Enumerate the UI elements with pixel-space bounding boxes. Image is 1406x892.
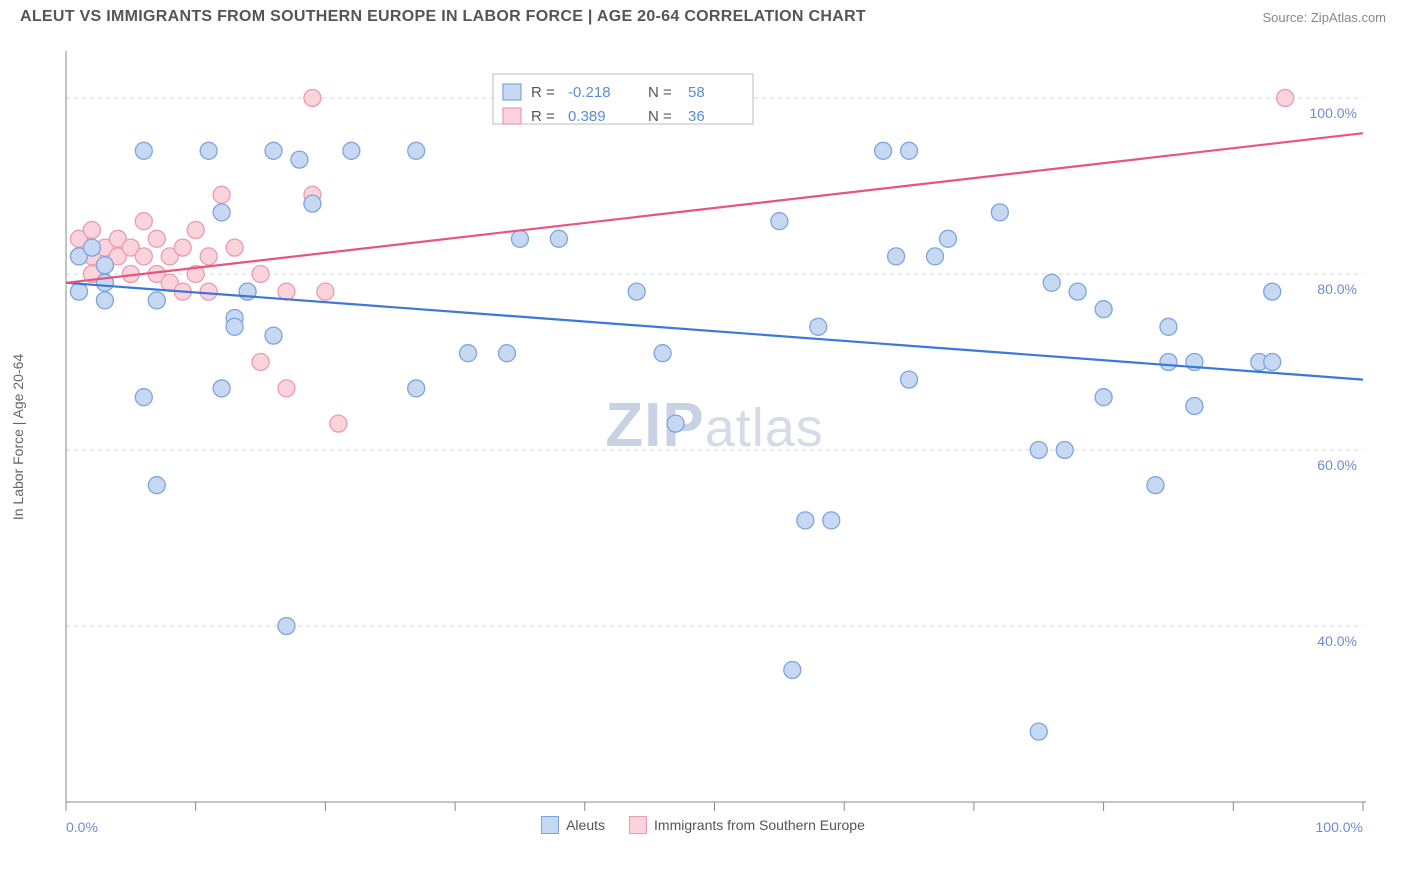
data-point: [304, 90, 321, 107]
data-point: [875, 142, 892, 159]
data-point: [252, 354, 269, 371]
legend-r-value: 0.389: [568, 108, 606, 125]
legend-label: Immigrants from Southern Europe: [654, 817, 865, 833]
chart-title: ALEUT VS IMMIGRANTS FROM SOUTHERN EUROPE…: [20, 8, 866, 26]
legend-item: Aleuts: [541, 816, 605, 834]
data-point: [654, 345, 671, 362]
data-point: [148, 230, 165, 247]
data-point: [1264, 354, 1281, 371]
trend-line: [66, 133, 1363, 283]
data-point: [213, 380, 230, 397]
legend-label: Aleuts: [566, 817, 605, 833]
data-point: [187, 222, 204, 239]
y-tick-label: 40.0%: [1317, 633, 1357, 649]
data-point: [991, 204, 1008, 221]
legend-swatch: [541, 816, 559, 834]
data-point: [901, 142, 918, 159]
data-point: [291, 151, 308, 168]
data-point: [148, 292, 165, 309]
title-bar: ALEUT VS IMMIGRANTS FROM SOUTHERN EUROPE…: [0, 0, 1406, 32]
data-point: [265, 142, 282, 159]
data-point: [135, 142, 152, 159]
legend-r-value: -0.218: [568, 84, 611, 101]
data-point: [1160, 354, 1177, 371]
data-point: [784, 662, 801, 679]
data-point: [498, 345, 515, 362]
data-point: [1264, 283, 1281, 300]
y-tick-label: 100.0%: [1310, 105, 1357, 121]
data-point: [667, 415, 684, 432]
data-point: [810, 318, 827, 335]
legend-n-value: 58: [688, 84, 705, 101]
legend-swatch: [503, 84, 521, 100]
data-point: [278, 618, 295, 635]
legend-n-label: N =: [648, 84, 672, 101]
data-point: [265, 327, 282, 344]
y-tick-label: 60.0%: [1317, 457, 1357, 473]
data-point: [200, 142, 217, 159]
data-point: [278, 380, 295, 397]
data-point: [628, 283, 645, 300]
legend-item: Immigrants from Southern Europe: [629, 816, 865, 834]
source-attribution: Source: ZipAtlas.com: [1262, 10, 1386, 25]
data-point: [330, 415, 347, 432]
data-point: [926, 248, 943, 265]
data-point: [96, 292, 113, 309]
data-point: [408, 142, 425, 159]
data-point: [174, 239, 191, 256]
data-point: [252, 266, 269, 283]
data-point: [343, 142, 360, 159]
data-point: [135, 213, 152, 230]
data-point: [70, 283, 87, 300]
data-point: [1069, 283, 1086, 300]
data-point: [213, 186, 230, 203]
data-point: [771, 213, 788, 230]
y-axis-label: In Labor Force | Age 20-64: [10, 354, 26, 520]
data-point: [823, 512, 840, 529]
data-point: [460, 345, 477, 362]
data-point: [1160, 318, 1177, 335]
data-point: [550, 230, 567, 247]
data-point: [1030, 442, 1047, 459]
data-point: [511, 230, 528, 247]
legend-r-label: R =: [531, 84, 555, 101]
data-point: [1043, 274, 1060, 291]
data-point: [1277, 90, 1294, 107]
data-point: [1147, 477, 1164, 494]
data-point: [226, 239, 243, 256]
data-point: [1030, 723, 1047, 740]
legend-n-value: 36: [688, 108, 705, 125]
data-point: [1095, 301, 1112, 318]
data-point: [200, 283, 217, 300]
data-point: [304, 195, 321, 212]
data-point: [135, 389, 152, 406]
data-point: [226, 318, 243, 335]
bottom-legend: Aleuts Immigrants from Southern Europe: [18, 816, 1388, 834]
data-point: [1095, 389, 1112, 406]
legend-swatch: [629, 816, 647, 834]
data-point: [278, 283, 295, 300]
data-point: [213, 204, 230, 221]
data-point: [83, 222, 100, 239]
watermark: ZIPatlas: [605, 391, 824, 460]
data-point: [317, 283, 334, 300]
legend-r-label: R =: [531, 108, 555, 125]
correlation-chart: 40.0%60.0%80.0%100.0%ZIPatlas0.0%100.0%R…: [18, 32, 1388, 842]
data-point: [148, 477, 165, 494]
data-point: [83, 239, 100, 256]
data-point: [797, 512, 814, 529]
data-point: [901, 371, 918, 388]
data-point: [408, 380, 425, 397]
data-point: [135, 248, 152, 265]
data-point: [1186, 398, 1203, 415]
data-point: [939, 230, 956, 247]
data-point: [200, 248, 217, 265]
chart-container: In Labor Force | Age 20-64 40.0%60.0%80.…: [18, 32, 1388, 842]
data-point: [888, 248, 905, 265]
y-tick-label: 80.0%: [1317, 281, 1357, 297]
data-point: [1056, 442, 1073, 459]
legend-swatch: [503, 108, 521, 124]
data-point: [96, 257, 113, 274]
legend-n-label: N =: [648, 108, 672, 125]
